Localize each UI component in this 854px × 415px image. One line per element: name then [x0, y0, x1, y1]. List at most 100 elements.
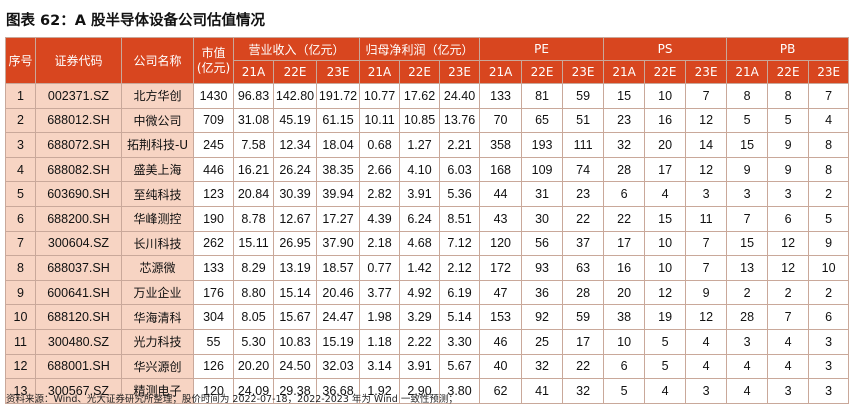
header-year-revenue-2: 23E	[315, 60, 361, 84]
cell-rev-1: 15.67	[273, 304, 317, 330]
cell-ps-1: 4	[644, 378, 687, 404]
cell-ps-1: 4	[644, 181, 687, 207]
header-year-ps-2: 23E	[685, 60, 728, 84]
cell-ps-2: 4	[685, 353, 728, 380]
cell-np-1: 1.27	[399, 132, 441, 158]
cell-pe-2: 17	[562, 328, 605, 355]
cell-seq: 12	[5, 353, 36, 380]
cell-name: 精测电子	[121, 378, 194, 404]
cell-ps-1: 19	[644, 304, 687, 330]
cell-np-1: 3.29	[399, 304, 441, 330]
cell-rev-2: 20.46	[315, 279, 361, 306]
cell-ps-1: 10	[644, 255, 687, 281]
cell-pb-1: 6	[767, 205, 810, 232]
cell-pb-1: 4	[767, 353, 810, 380]
cell-np-0: 1.92	[359, 378, 401, 404]
cell-pe-1: 41	[521, 378, 564, 404]
cell-pb-1: 4	[767, 328, 810, 355]
cell-np-0: 1.18	[359, 328, 401, 355]
cell-name: 盛美上海	[121, 156, 194, 183]
header-year-revenue-0: 21A	[233, 60, 274, 84]
cell-pb-0: 15	[726, 230, 769, 257]
header-year-net-profit-1: 22E	[399, 60, 441, 84]
cell-rev-0: 8.80	[233, 279, 274, 306]
cell-rev-0: 7.58	[233, 132, 274, 158]
cell-mcap: 262	[193, 230, 234, 257]
cell-rev-2: 37.90	[315, 230, 361, 257]
cell-ps-0: 32	[603, 132, 646, 158]
cell-ps-0: 22	[603, 205, 646, 232]
cell-seq: 5	[5, 181, 36, 207]
header-year-revenue-1: 22E	[273, 60, 317, 84]
cell-pb-2: 8	[808, 156, 850, 183]
cell-pe-0: 172	[479, 255, 523, 281]
cell-name: 至纯科技	[121, 181, 194, 207]
cell-pe-2: 51	[562, 107, 605, 134]
cell-pb-0: 9	[726, 156, 769, 183]
cell-code: 300604.SZ	[35, 230, 122, 257]
header-group-pb: PB	[726, 37, 850, 61]
cell-code: 688012.SH	[35, 107, 122, 134]
cell-np-1: 3.91	[399, 353, 441, 380]
cell-ps-2: 7	[685, 83, 728, 109]
cell-pb-1: 5	[767, 107, 810, 134]
cell-pe-2: 32	[562, 378, 605, 404]
cell-pb-1: 12	[767, 255, 810, 281]
cell-np-1: 1.42	[399, 255, 441, 281]
cell-ps-1: 12	[644, 279, 687, 306]
cell-pe-2: 23	[562, 181, 605, 207]
cell-mcap: 133	[193, 255, 234, 281]
cell-pb-0: 3	[726, 181, 769, 207]
cell-name: 芯源微	[121, 255, 194, 281]
cell-seq: 1	[5, 83, 36, 109]
cell-pb-0: 8	[726, 83, 769, 109]
cell-seq: 3	[5, 132, 36, 158]
cell-ps-0: 28	[603, 156, 646, 183]
cell-mcap: 120	[193, 378, 234, 404]
cell-rev-0: 8.29	[233, 255, 274, 281]
cell-name: 中微公司	[121, 107, 194, 134]
cell-pe-2: 22	[562, 353, 605, 380]
header-year-pe-0: 21A	[479, 60, 523, 84]
cell-pb-1: 3	[767, 181, 810, 207]
cell-np-1: 6.24	[399, 205, 441, 232]
cell-ps-1: 15	[644, 205, 687, 232]
cell-pe-1: 36	[521, 279, 564, 306]
cell-pe-2: 111	[562, 132, 605, 158]
cell-np-0: 2.82	[359, 181, 401, 207]
cell-ps-1: 17	[644, 156, 687, 183]
cell-code: 688001.SH	[35, 353, 122, 380]
table-row: 12 688001.SH 华兴源创 126 20.20 24.50 32.03 3.14 3.9…	[5, 353, 850, 380]
cell-name: 万业企业	[121, 279, 194, 306]
cell-mcap: 709	[193, 107, 234, 134]
cell-np-1: 17.62	[399, 83, 441, 109]
cell-pe-0: 40	[479, 353, 523, 380]
cell-ps-1: 10	[644, 230, 687, 257]
cell-rev-0: 8.05	[233, 304, 274, 330]
cell-np-2: 6.19	[439, 279, 481, 306]
cell-pe-1: 92	[521, 304, 564, 330]
cell-np-1: 4.68	[399, 230, 441, 257]
cell-rev-1: 12.67	[273, 205, 317, 232]
cell-pb-0: 2	[726, 279, 769, 306]
table-row: 7 300604.SZ 长川科技 262 15.11 26.95 37.90 2.18 4.68…	[5, 230, 850, 257]
cell-code: 688072.SH	[35, 132, 122, 158]
header-year-ps-1: 22E	[644, 60, 687, 84]
header-mcap: 市值 (亿元)	[193, 37, 234, 84]
cell-pe-2: 74	[562, 156, 605, 183]
cell-pe-1: 109	[521, 156, 564, 183]
cell-np-2: 6.03	[439, 156, 481, 183]
cell-code: 300480.SZ	[35, 328, 122, 355]
cell-rev-1: 15.14	[273, 279, 317, 306]
cell-pe-2: 59	[562, 83, 605, 109]
cell-np-1: 2.22	[399, 328, 441, 355]
cell-np-1: 4.92	[399, 279, 441, 306]
cell-pb-2: 4	[808, 107, 850, 134]
cell-mcap: 304	[193, 304, 234, 330]
cell-ps-0: 15	[603, 83, 646, 109]
cell-seq: 2	[5, 107, 36, 134]
cell-pe-2: 63	[562, 255, 605, 281]
cell-pb-0: 5	[726, 107, 769, 134]
table-row: 6 688200.SH 华峰测控 190 8.78 12.67 17.27 4.39 6.24 8…	[5, 205, 850, 232]
cell-ps-2: 7	[685, 230, 728, 257]
